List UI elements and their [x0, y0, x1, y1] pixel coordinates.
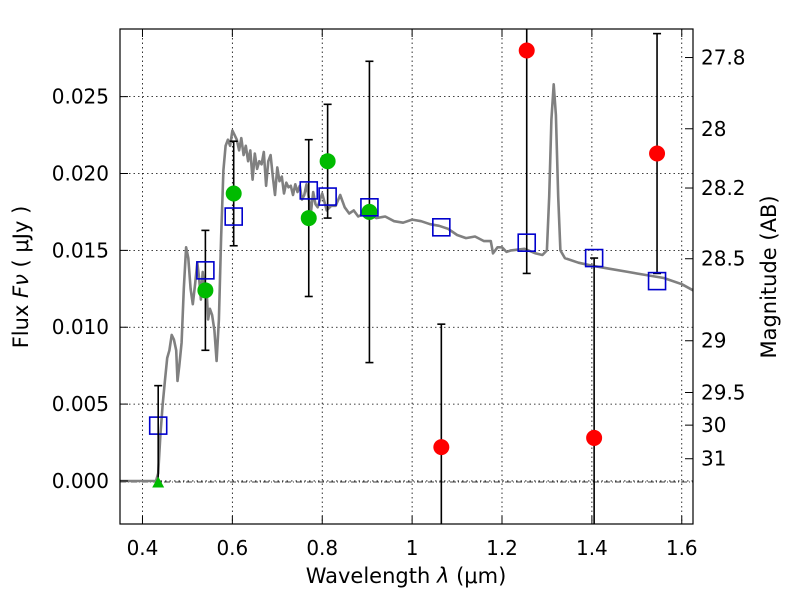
model-bandpass-point — [517, 233, 537, 252]
plot-frame — [119, 28, 694, 525]
model-bandpass-point — [584, 248, 604, 268]
x-tick-label: 0.8 — [306, 536, 338, 560]
data-point — [361, 203, 378, 220]
data-point — [586, 429, 603, 446]
y-axis-label: Flux Fν ( μJy ) — [9, 206, 33, 349]
magnitude-tick-label: 30 — [701, 413, 726, 437]
model-bandpass-point — [360, 198, 379, 217]
model-bandpass-point — [299, 181, 319, 200]
x-tick-label: 0.6 — [216, 536, 248, 560]
data-point — [300, 210, 317, 227]
x-tick-label: 1.4 — [576, 536, 608, 560]
magnitude-tick-label: 29.5 — [701, 380, 746, 404]
y-tick-label: 0.005 — [52, 392, 109, 416]
model-bandpass-point — [647, 271, 667, 291]
marks-layer — [148, 29, 667, 524]
x-tick-label: 1.6 — [666, 536, 698, 560]
x-tick-label: 1.2 — [486, 536, 518, 560]
data-point — [649, 145, 666, 162]
data-point — [319, 153, 336, 170]
ticks-layer: 0.4 0.6 0.8 1 1.2 1.4 1.6 0.000 0.005 0.010 0.015 0… — [52, 29, 746, 560]
data-point — [225, 185, 242, 202]
magnitude-tick-label: 27.8 — [701, 46, 746, 70]
model-sed-line — [120, 83, 694, 483]
model-bandpass-point — [318, 187, 337, 206]
grid-layer — [120, 29, 693, 524]
magnitude-tick-label: 29 — [701, 329, 726, 353]
magnitude-tick-label: 28 — [701, 117, 726, 141]
data-point — [433, 439, 450, 456]
magnitude-tick-label: 31 — [701, 447, 726, 471]
x-tick-label: 1 — [406, 536, 419, 560]
y-tick-label: 0.025 — [52, 85, 109, 109]
model-bandpass-point — [196, 261, 215, 280]
y-tick-label: 0.000 — [52, 469, 109, 493]
upper-limit-marker — [152, 476, 165, 488]
data-point — [518, 42, 535, 59]
x-axis-label: Wavelength λ (μm) — [306, 564, 507, 588]
magnitude-tick-label: 28.2 — [701, 176, 746, 200]
y-tick-label: 0.015 — [52, 238, 109, 262]
y-tick-label: 0.010 — [52, 315, 109, 339]
model-bandpass-point — [432, 218, 451, 237]
x-tick-label: 0.4 — [127, 536, 159, 560]
y-tick-label: 0.020 — [52, 162, 109, 186]
magnitude-tick-label: 28.5 — [701, 247, 746, 271]
secondary-y-axis-label: Magnitude (AB) — [757, 195, 781, 358]
model-bandpass-point — [224, 207, 244, 226]
data-point — [197, 282, 214, 299]
